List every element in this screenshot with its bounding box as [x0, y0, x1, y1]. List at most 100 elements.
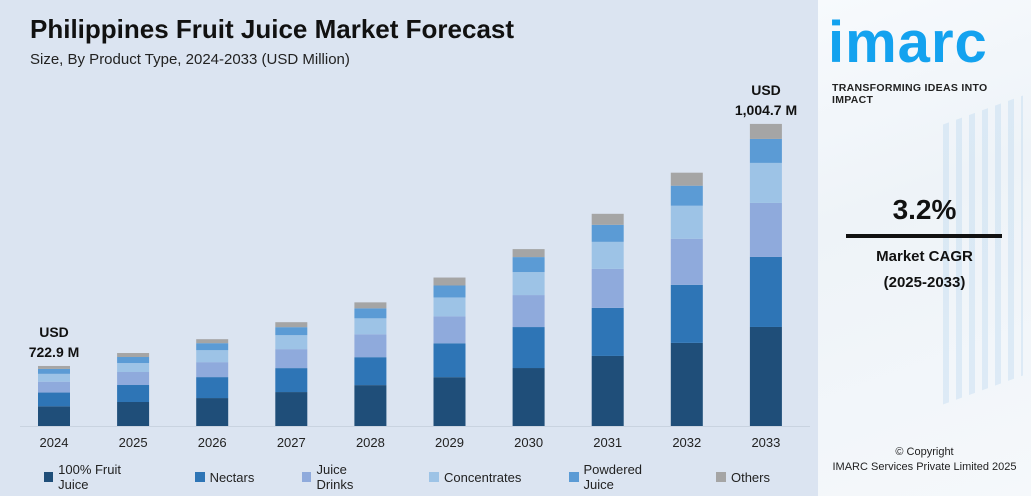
- bar-segment-others-2024: [38, 365, 70, 369]
- last-total-label: USD 1,004.7 M: [716, 80, 816, 120]
- legend-swatch: [429, 472, 440, 482]
- legend-item: Nectars: [194, 462, 255, 492]
- legend: 100% Fruit Juice Nectars Juice Drinks Conce…: [44, 462, 818, 492]
- bar-segment-juice-drinks-2026: [196, 362, 229, 378]
- bar-segment-100-fruit-juice-2027: [275, 392, 308, 426]
- legend-label: Others: [730, 469, 770, 485]
- copyright-line2: IMARC Services Private Limited 2025: [832, 461, 1017, 473]
- bar-segment-concentrates-2024: [38, 373, 70, 382]
- bar-segment-nectars-2024: [38, 392, 70, 407]
- bar-segment-others-2033: [749, 123, 782, 139]
- bar-segment-nectars-2030: [512, 327, 545, 369]
- bar-segment-others-2026: [196, 339, 229, 344]
- bar-segment-others-2029: [433, 277, 466, 286]
- bar-segment-others-2027: [275, 322, 308, 328]
- bar-segment-nectars-2026: [196, 377, 229, 399]
- x-tick-label: 2027: [277, 435, 306, 450]
- legend-label: Juice Drinks: [316, 462, 354, 492]
- legend-item: Others: [715, 462, 770, 492]
- bar-segment-100-fruit-juice-2024: [38, 406, 70, 426]
- first-total-label: USD 722.9 M: [4, 322, 104, 362]
- bar-segment-nectars-2028: [354, 357, 387, 386]
- legend-item: 100% Fruit Juice: [44, 462, 147, 492]
- bar-segment-others-2032: [670, 172, 703, 186]
- x-tick-label: 2024: [40, 435, 69, 450]
- last-total-currency: USD: [751, 82, 781, 98]
- cagr-value: 3.2%: [892, 194, 957, 225]
- bar-segment-powdered-juice-2033: [749, 138, 782, 163]
- first-total-currency: USD: [39, 324, 69, 340]
- x-tick-label: 2026: [198, 435, 227, 450]
- bar-segment-powdered-juice-2024: [38, 368, 70, 374]
- bar-segment-nectars-2031: [591, 307, 624, 356]
- bar-segment-juice-drinks-2029: [433, 316, 466, 344]
- bar-segment-juice-drinks-2032: [670, 238, 703, 285]
- bar-segment-powdered-juice-2032: [670, 185, 703, 206]
- x-tick-label: 2025: [119, 435, 148, 450]
- first-total-value: 722.9 M: [28, 344, 80, 360]
- bar-segment-concentrates-2027: [275, 335, 308, 350]
- bar-segment-juice-drinks-2025: [117, 372, 150, 386]
- bar-segment-concentrates-2028: [354, 318, 387, 335]
- bar-segment-juice-drinks-2031: [591, 268, 624, 308]
- bar-segment-concentrates-2026: [196, 350, 229, 363]
- bar-segment-powdered-juice-2029: [433, 285, 466, 298]
- bar-segment-powdered-juice-2028: [354, 308, 387, 319]
- copyright-line1: © Copyright: [895, 446, 954, 458]
- bar-segment-100-fruit-juice-2032: [670, 342, 703, 426]
- bar-segment-nectars-2029: [433, 343, 466, 378]
- last-total-value: 1,004.7 M: [734, 102, 798, 118]
- bar-segment-powdered-juice-2026: [196, 343, 229, 351]
- legend-swatch: [569, 472, 579, 482]
- bar-segment-powdered-juice-2031: [591, 224, 624, 242]
- legend-swatch: [44, 472, 54, 482]
- bar-segment-100-fruit-juice-2033: [749, 326, 782, 426]
- x-tick-label: 2029: [435, 435, 464, 450]
- stacked-bar-chart: 2024 2025 2026 2027 2028 2029 2030 2031 2032 2033: [20, 123, 810, 450]
- bar-segment-100-fruit-juice-2029: [433, 377, 466, 426]
- bar-segment-concentrates-2032: [670, 205, 703, 239]
- bar-segment-100-fruit-juice-2028: [354, 385, 387, 426]
- bar-segment-powdered-juice-2025: [117, 357, 150, 364]
- bar-segment-others-2025: [117, 353, 150, 358]
- bar-segment-100-fruit-juice-2025: [117, 402, 150, 426]
- chart-subtitle: Size, By Product Type, 2024-2033 (USD Mi…: [30, 51, 350, 68]
- bar-segment-juice-drinks-2030: [512, 295, 545, 328]
- x-tick-label: 2030: [514, 435, 543, 450]
- chart-panel: Philippines Fruit Juice Market Forecast …: [4, 14, 818, 492]
- bar-segment-concentrates-2030: [512, 272, 545, 296]
- bar-segment-juice-drinks-2033: [749, 202, 782, 257]
- bar-segment-juice-drinks-2028: [354, 334, 387, 358]
- imarc-logo: imarc: [828, 10, 988, 75]
- legend-swatch: [715, 472, 726, 482]
- bar-segment-concentrates-2031: [591, 241, 624, 269]
- bar-segment-juice-drinks-2027: [275, 349, 308, 369]
- bar-segment-nectars-2032: [670, 284, 703, 343]
- bar-segment-powdered-juice-2027: [275, 327, 308, 336]
- legend-label: Nectars: [209, 469, 255, 485]
- x-tick-label: 2028: [356, 435, 385, 450]
- bar-segment-100-fruit-juice-2030: [512, 368, 545, 426]
- legend-swatch: [302, 472, 312, 482]
- legend-label: Concentrates: [444, 469, 522, 485]
- bar-segment-concentrates-2033: [749, 162, 782, 203]
- bar-segment-juice-drinks-2024: [38, 381, 70, 393]
- bar-segment-concentrates-2025: [117, 363, 150, 373]
- legend-item: Powdered Juice: [569, 462, 668, 492]
- bar-segment-others-2028: [354, 302, 387, 309]
- bar-segment-nectars-2033: [749, 256, 782, 327]
- tagline: TRANSFORMING IDEAS INTO IMPACT: [832, 82, 988, 106]
- bar-segment-concentrates-2029: [433, 297, 466, 317]
- legend-item: Juice Drinks: [302, 462, 381, 492]
- sidebar: imarc TRANSFORMING IDEAS INTO IMPACT 3.2…: [818, 0, 1031, 496]
- bar-segment-others-2031: [591, 213, 624, 225]
- x-tick-label: 2031: [593, 435, 622, 450]
- cagr-label: Market CAGR: [876, 248, 973, 265]
- bar-segment-powdered-juice-2030: [512, 257, 545, 273]
- bar-segment-nectars-2027: [275, 368, 308, 393]
- legend-label: 100% Fruit Juice: [58, 462, 121, 492]
- bar-segment-others-2030: [512, 249, 545, 258]
- bar-segment-100-fruit-juice-2031: [591, 355, 624, 426]
- bar-segment-nectars-2025: [117, 385, 150, 403]
- bar-segment-100-fruit-juice-2026: [196, 398, 229, 426]
